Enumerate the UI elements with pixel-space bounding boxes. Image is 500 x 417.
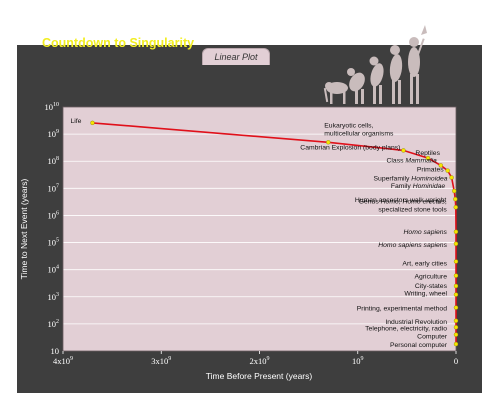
data-point: [453, 205, 458, 210]
data-point: [453, 229, 459, 234]
data-point: [438, 163, 443, 168]
chart-subtitle-tab: Linear Plot: [202, 48, 270, 65]
event-labels: Life Eukaryotic cells, multicellular organ…: [70, 118, 447, 349]
x-tick-label: 109: [352, 356, 364, 366]
event-label: Class Mammalia: [387, 157, 437, 164]
data-point: [326, 140, 331, 145]
data-point: [453, 241, 459, 246]
event-label: Reptiles: [415, 150, 440, 157]
data-point: [453, 318, 459, 323]
x-axis-ticks: 4x109 3x109 2x109 109 0: [53, 351, 458, 366]
y-tick-label: 109: [48, 129, 60, 139]
data-point: [445, 168, 450, 173]
data-point: [401, 148, 406, 153]
data-point: [425, 155, 431, 161]
y-tick-label: 106: [48, 210, 60, 220]
data-point: [453, 332, 459, 337]
y-tick-label: 102: [48, 319, 60, 329]
data-point: [452, 188, 457, 194]
modern-human-silhouette-icon: [408, 25, 427, 104]
data-point: [453, 273, 459, 278]
event-label: Homo sapiens sapiens: [378, 242, 447, 249]
event-label: Life: [70, 118, 81, 125]
event-label: Writing, wheel: [404, 291, 447, 298]
event-label: Family Hominidae: [391, 183, 446, 190]
event-label: Computer: [417, 334, 448, 341]
event-label: Cambrian Explosion (body plans): [300, 144, 400, 151]
event-label: Homo sapiens: [404, 229, 448, 236]
data-point: [453, 305, 459, 310]
plot-area: [63, 107, 456, 351]
event-label: Telephone, electricity, radio: [365, 325, 447, 332]
y-axis-ticks: 1010 109 108 107 106 105 104 103 102 10: [45, 102, 60, 356]
data-point: [453, 341, 459, 347]
chart-title: Countdown to Singularity: [42, 36, 195, 50]
y-tick-label: 103: [48, 292, 60, 302]
x-tick-label: 2x109: [250, 356, 270, 366]
event-label: Superfamily Hominoidea: [374, 176, 448, 183]
x-tick-label: 4x109: [53, 356, 73, 366]
event-label: Personal computer: [390, 342, 448, 349]
event-label: Human ancestors walk upright: [355, 197, 447, 204]
homo-erectus-silhouette-icon: [389, 45, 403, 104]
x-tick-label: 0: [454, 356, 458, 366]
event-label: Eukaryotic cells, multicellular organisms: [324, 122, 394, 137]
grid-lines: [63, 133, 456, 325]
data-point: [453, 325, 459, 330]
data-point: [453, 283, 459, 289]
y-axis-label: Time to Next Event (years): [19, 178, 29, 279]
data-point: [449, 175, 454, 180]
data-point: [453, 196, 458, 202]
y-tick-label: 1010: [45, 102, 60, 112]
y-tick-label: 10: [51, 346, 60, 356]
x-tick-label: 3x109: [151, 356, 171, 366]
early-human-silhouette-icon: [369, 56, 384, 104]
event-label: Genus Homo, Homo erectus, specialized sto…: [359, 198, 448, 213]
hominid-silhouette-icon: [347, 68, 365, 104]
event-label: City-states: [415, 283, 448, 290]
data-markers: [90, 120, 459, 347]
event-label: Primates: [417, 167, 444, 174]
event-label: Art, early cities: [402, 261, 447, 268]
y-tick-label: 104: [48, 265, 60, 275]
ape-silhouette-icon: [323, 82, 348, 104]
y-tick-label: 108: [48, 156, 60, 166]
data-point: [453, 259, 459, 264]
event-label: Agriculture: [414, 274, 447, 281]
x-axis-label: Time Before Present (years): [206, 371, 313, 381]
data-point: [453, 292, 459, 297]
y-tick-label: 107: [48, 183, 60, 193]
data-point: [90, 120, 95, 126]
event-label: Industrial Revolution: [385, 319, 447, 326]
event-label: Printing, experimental method: [357, 306, 448, 313]
evolution-silhouettes-icon: [323, 25, 427, 104]
y-tick-label: 105: [48, 238, 60, 248]
